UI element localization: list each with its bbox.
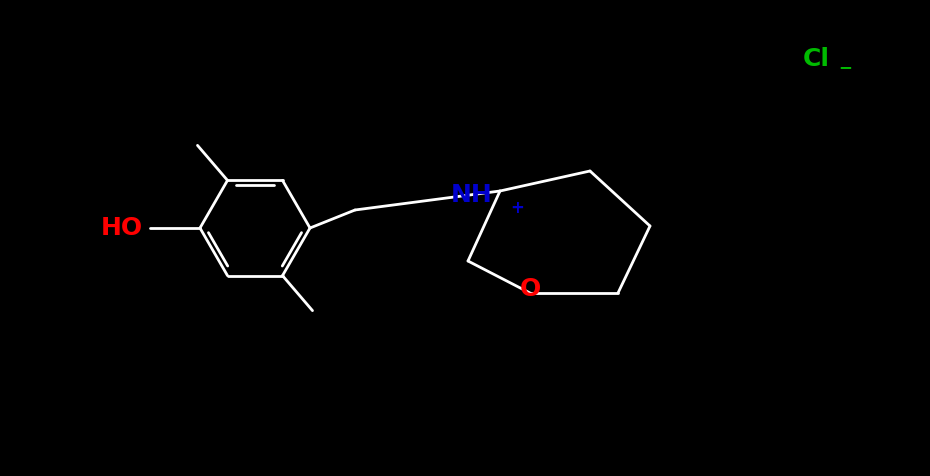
Text: +: + bbox=[510, 199, 524, 217]
Text: Cl: Cl bbox=[803, 48, 830, 71]
Text: NH: NH bbox=[450, 183, 492, 207]
Text: HO: HO bbox=[100, 216, 143, 240]
Text: −: − bbox=[839, 59, 853, 77]
Text: O: O bbox=[519, 277, 540, 301]
